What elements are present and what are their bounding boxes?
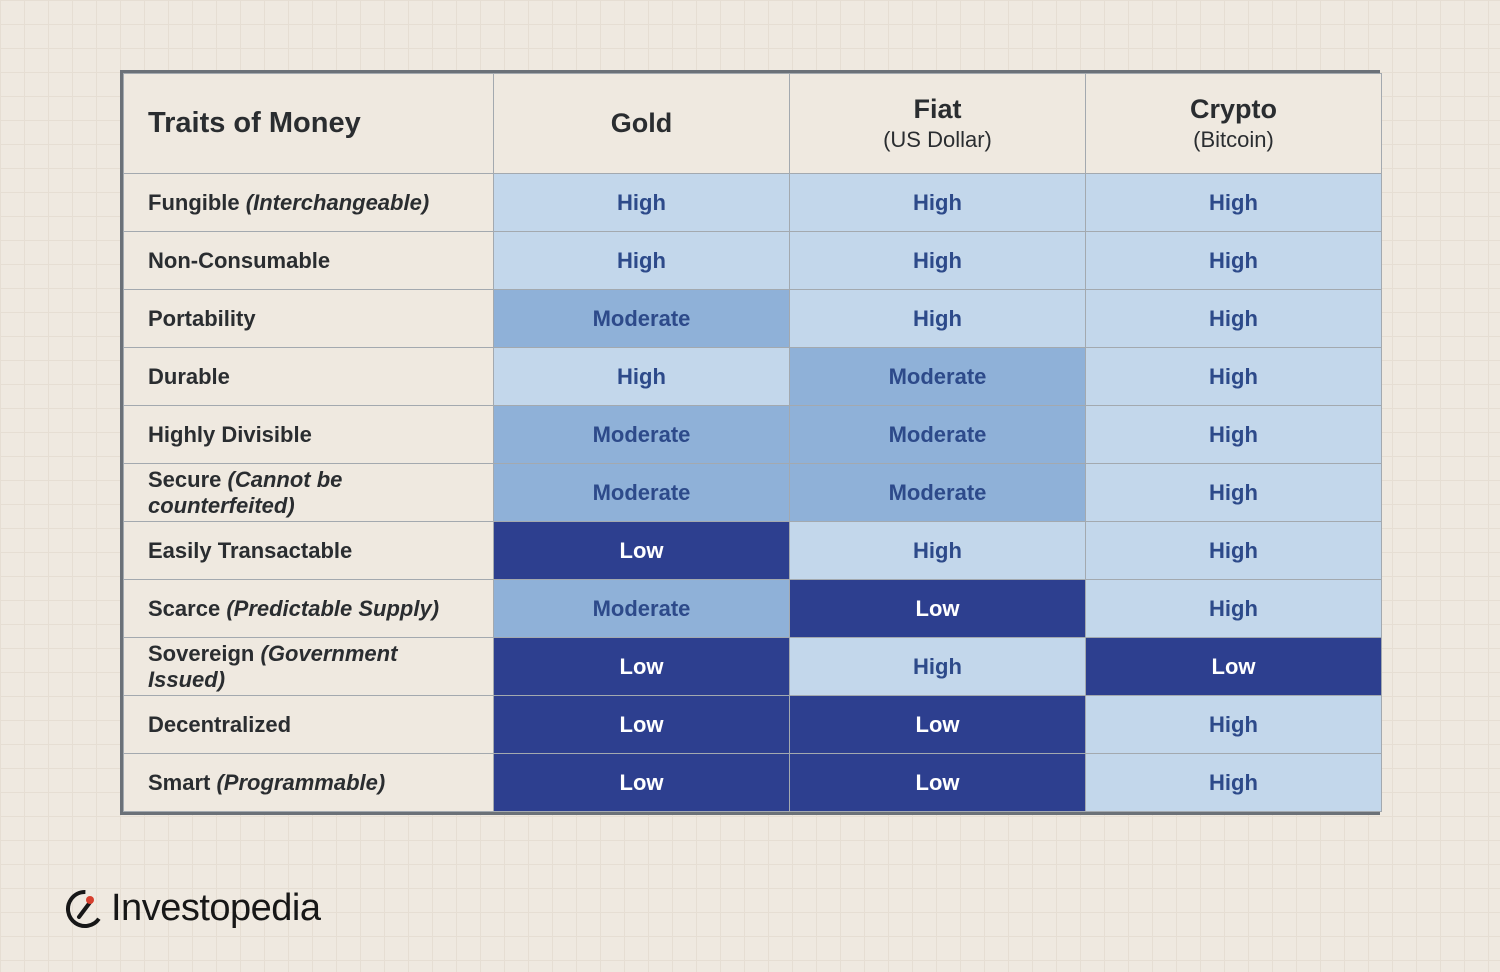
trait-label: Durable bbox=[148, 364, 230, 389]
trait-label: Fungible bbox=[148, 190, 240, 215]
value-cell-gold: Moderate bbox=[494, 464, 790, 522]
table-row: Sovereign (Government Issued)LowHighLow bbox=[124, 638, 1382, 696]
trait-cell: Easily Transactable bbox=[124, 522, 494, 580]
value-cell-fiat: Low bbox=[790, 580, 1086, 638]
value-cell-fiat: Low bbox=[790, 754, 1086, 812]
header-fiat-title: Fiat bbox=[913, 94, 961, 124]
value-cell-fiat: High bbox=[790, 638, 1086, 696]
trait-label: Scarce bbox=[148, 596, 220, 621]
table-row: Easily TransactableLowHighHigh bbox=[124, 522, 1382, 580]
trait-cell: Highly Divisible bbox=[124, 406, 494, 464]
value-cell-crypto: High bbox=[1086, 174, 1382, 232]
value-cell-fiat: Low bbox=[790, 696, 1086, 754]
table-row: Fungible (Interchangeable)HighHighHigh bbox=[124, 174, 1382, 232]
value-cell-crypto: High bbox=[1086, 580, 1382, 638]
value-cell-gold: Low bbox=[494, 638, 790, 696]
trait-cell: Decentralized bbox=[124, 696, 494, 754]
value-cell-fiat: High bbox=[790, 174, 1086, 232]
value-cell-gold: High bbox=[494, 174, 790, 232]
trait-label: Smart bbox=[148, 770, 210, 795]
table-row: DecentralizedLowLowHigh bbox=[124, 696, 1382, 754]
comparison-table: Traits of Money Gold Fiat (US Dollar) Cr… bbox=[123, 73, 1382, 812]
value-cell-gold: High bbox=[494, 348, 790, 406]
header-gold-title: Gold bbox=[611, 108, 673, 138]
value-cell-gold: Low bbox=[494, 754, 790, 812]
trait-cell: Secure (Cannot be counterfeited) bbox=[124, 464, 494, 522]
trait-label: Sovereign bbox=[148, 641, 254, 666]
trait-paren: (Predictable Supply) bbox=[226, 596, 439, 621]
value-cell-fiat: High bbox=[790, 522, 1086, 580]
investopedia-logo-icon bbox=[65, 889, 105, 929]
value-cell-gold: Low bbox=[494, 522, 790, 580]
trait-cell: Non-Consumable bbox=[124, 232, 494, 290]
table-row: Non-ConsumableHighHighHigh bbox=[124, 232, 1382, 290]
trait-paren: (Interchangeable) bbox=[246, 190, 429, 215]
value-cell-gold: High bbox=[494, 232, 790, 290]
trait-cell: Durable bbox=[124, 348, 494, 406]
trait-label: Easily Transactable bbox=[148, 538, 352, 563]
value-cell-gold: Low bbox=[494, 696, 790, 754]
value-cell-crypto: High bbox=[1086, 754, 1382, 812]
value-cell-fiat: High bbox=[790, 232, 1086, 290]
table-row: Secure (Cannot be counterfeited)Moderate… bbox=[124, 464, 1382, 522]
trait-cell: Scarce (Predictable Supply) bbox=[124, 580, 494, 638]
value-cell-fiat: Moderate bbox=[790, 406, 1086, 464]
header-fiat: Fiat (US Dollar) bbox=[790, 74, 1086, 174]
trait-label: Secure bbox=[148, 467, 221, 492]
trait-cell: Sovereign (Government Issued) bbox=[124, 638, 494, 696]
value-cell-gold: Moderate bbox=[494, 406, 790, 464]
trait-label: Decentralized bbox=[148, 712, 291, 737]
value-cell-crypto: High bbox=[1086, 406, 1382, 464]
value-cell-gold: Moderate bbox=[494, 290, 790, 348]
trait-label: Highly Divisible bbox=[148, 422, 312, 447]
table-row: Smart (Programmable)LowLowHigh bbox=[124, 754, 1382, 812]
trait-paren: (Programmable) bbox=[216, 770, 385, 795]
table-header-row: Traits of Money Gold Fiat (US Dollar) Cr… bbox=[124, 74, 1382, 174]
value-cell-fiat: Moderate bbox=[790, 464, 1086, 522]
trait-cell: Fungible (Interchangeable) bbox=[124, 174, 494, 232]
value-cell-crypto: High bbox=[1086, 464, 1382, 522]
table-row: PortabilityModerateHighHigh bbox=[124, 290, 1382, 348]
trait-label: Non-Consumable bbox=[148, 248, 330, 273]
trait-label: Portability bbox=[148, 306, 256, 331]
table-row: Scarce (Predictable Supply)ModerateLowHi… bbox=[124, 580, 1382, 638]
value-cell-fiat: Moderate bbox=[790, 348, 1086, 406]
value-cell-crypto: High bbox=[1086, 696, 1382, 754]
value-cell-crypto: High bbox=[1086, 232, 1382, 290]
value-cell-crypto: High bbox=[1086, 290, 1382, 348]
value-cell-crypto: High bbox=[1086, 348, 1382, 406]
header-traits-title: Traits of Money bbox=[148, 107, 361, 139]
table-row: Highly DivisibleModerateModerateHigh bbox=[124, 406, 1382, 464]
value-cell-gold: Moderate bbox=[494, 580, 790, 638]
header-crypto-title: Crypto bbox=[1190, 94, 1277, 124]
header-crypto: Crypto (Bitcoin) bbox=[1086, 74, 1382, 174]
brand-footer: Investopedia bbox=[65, 887, 321, 930]
brand-name: Investopedia bbox=[111, 887, 321, 930]
trait-cell: Smart (Programmable) bbox=[124, 754, 494, 812]
header-fiat-subtitle: (US Dollar) bbox=[806, 127, 1069, 153]
value-cell-crypto: High bbox=[1086, 522, 1382, 580]
trait-cell: Portability bbox=[124, 290, 494, 348]
value-cell-fiat: High bbox=[790, 290, 1086, 348]
header-traits: Traits of Money bbox=[124, 74, 494, 174]
header-crypto-subtitle: (Bitcoin) bbox=[1102, 127, 1365, 153]
header-gold: Gold bbox=[494, 74, 790, 174]
table-row: Durable HighModerateHigh bbox=[124, 348, 1382, 406]
traits-of-money-table: Traits of Money Gold Fiat (US Dollar) Cr… bbox=[120, 70, 1380, 815]
value-cell-crypto: Low bbox=[1086, 638, 1382, 696]
